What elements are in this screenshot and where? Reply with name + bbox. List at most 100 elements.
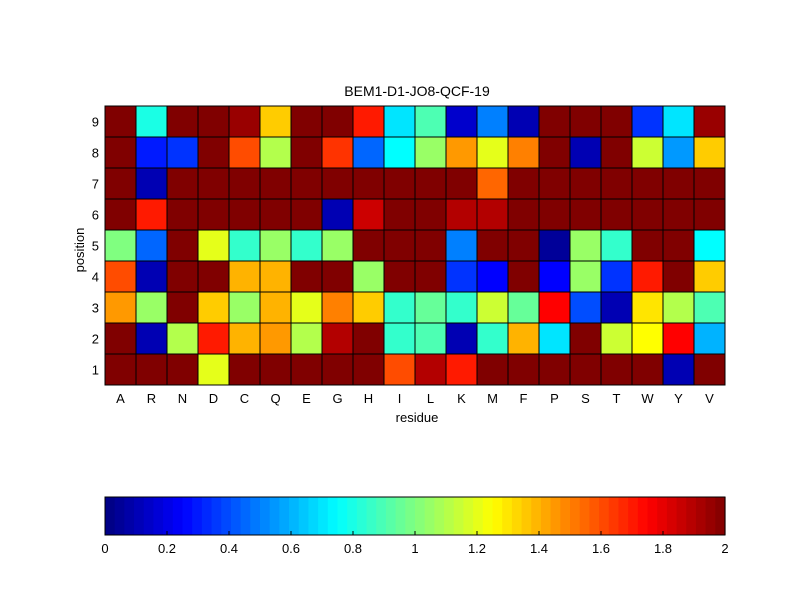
x-tick-T: T <box>613 391 621 406</box>
y-tick-7: 7 <box>92 177 99 192</box>
y-tick-2: 2 <box>92 332 99 347</box>
x-tick-A: A <box>116 391 125 406</box>
heatmap-cell-R-5 <box>135 229 168 262</box>
colorbar-segment <box>550 497 561 535</box>
heatmap-cell-N-7 <box>166 167 199 200</box>
heatmap-cell-F-3 <box>507 291 540 324</box>
heatmap-cell-H-8 <box>352 136 385 169</box>
heatmap-cell-M-2 <box>476 322 509 355</box>
heatmap-cell-Y-2 <box>662 322 695 355</box>
colorbar-segment <box>192 497 203 535</box>
heatmap-cell-E-3 <box>290 291 323 324</box>
heatmap-cell-V-6 <box>693 198 726 231</box>
heatmap-cell-A-1 <box>104 353 137 386</box>
colorbar-segment <box>695 497 707 535</box>
colorbar-segment <box>492 497 503 535</box>
y-tick-3: 3 <box>92 301 99 316</box>
heatmap-cell-L-8 <box>414 136 447 169</box>
x-tick-F: F <box>520 391 528 406</box>
colorbar-segment <box>579 497 590 535</box>
heatmap-cell-K-1 <box>445 353 478 386</box>
heatmap-cell-Y-9 <box>662 105 695 138</box>
heatmap-cell-L-1 <box>414 353 447 386</box>
colorbar-segment <box>230 497 242 535</box>
heatmap-cell-V-7 <box>693 167 726 200</box>
x-tick-R: R <box>147 391 156 406</box>
colorbar-segment <box>182 497 193 535</box>
heatmap-cell-F-1 <box>507 353 540 386</box>
heatmap-cell-L-2 <box>414 322 447 355</box>
colorbar-segment <box>211 497 222 535</box>
colorbar-segment <box>637 497 649 535</box>
colorbar-segment <box>599 497 610 535</box>
colorbar-segment <box>589 497 600 535</box>
colorbar-segment <box>511 497 523 535</box>
colorbar-tick-1.4: 1.4 <box>530 541 548 556</box>
heatmap-cell-F-2 <box>507 322 540 355</box>
colorbar-segment <box>473 497 484 535</box>
heatmap-cell-G-5 <box>321 229 354 262</box>
heatmap-cell-K-6 <box>445 198 478 231</box>
heatmap-cell-S-1 <box>569 353 602 386</box>
colorbar-tick-labels: 0 0.2 0.4 0.6 0.8 1 1.2 1.4 1.6 1.8 2 <box>101 541 728 556</box>
colorbar-segment <box>366 497 377 535</box>
heatmap-cell-Y-5 <box>662 229 695 262</box>
heatmap-cell-M-1 <box>476 353 509 386</box>
colorbar-tick-0: 0 <box>101 541 108 556</box>
colorbar-segment <box>308 497 319 535</box>
heatmap-cell-M-7 <box>476 167 509 200</box>
heatmap-cell-C-1 <box>228 353 261 386</box>
x-tick-C: C <box>240 391 249 406</box>
heatmap-cell-V-3 <box>693 291 726 324</box>
heatmap-cell-H-6 <box>352 198 385 231</box>
heatmap-cell-T-8 <box>600 136 633 169</box>
colorbar-segment <box>385 497 397 535</box>
colorbar-segment <box>424 497 435 535</box>
heatmap-cell-R-1 <box>135 353 168 386</box>
heatmap-cell-G-7 <box>321 167 354 200</box>
heatmap-cell-G-4 <box>321 260 354 293</box>
colorbar-segment <box>376 497 387 535</box>
heatmap-cell-N-4 <box>166 260 199 293</box>
colorbar-segment <box>356 497 368 535</box>
x-tick-L: L <box>427 391 434 406</box>
heatmap-cell-N-3 <box>166 291 199 324</box>
heatmap-cell-D-8 <box>197 136 230 169</box>
heatmap-cell-S-7 <box>569 167 602 200</box>
heatmap-cell-G-2 <box>321 322 354 355</box>
colorbar-segment <box>531 497 542 535</box>
heatmap-cell-P-1 <box>538 353 571 386</box>
heatmap-cell-Q-3 <box>259 291 292 324</box>
colorbar-segment <box>143 497 155 535</box>
heatmap-cell-D-5 <box>197 229 230 262</box>
colorbar-segment <box>347 497 358 535</box>
colorbar-tick-2: 2 <box>721 541 728 556</box>
heatmap-cell-S-9 <box>569 105 602 138</box>
heatmap-cell-R-2 <box>135 322 168 355</box>
heatmap-cell-H-9 <box>352 105 385 138</box>
x-tick-P: P <box>550 391 559 406</box>
heatmap-cell-W-9 <box>631 105 664 138</box>
heatmap-cell-E-9 <box>290 105 323 138</box>
heatmap-cell-S-3 <box>569 291 602 324</box>
colorbar-segment <box>240 497 251 535</box>
x-tick-K: K <box>457 391 466 406</box>
heatmap-cell-T-7 <box>600 167 633 200</box>
heatmap-cell-F-7 <box>507 167 540 200</box>
heatmap-cell-M-9 <box>476 105 509 138</box>
heatmap-cell-S-8 <box>569 136 602 169</box>
heatmap-cell-F-5 <box>507 229 540 262</box>
heatmap-cell-D-9 <box>197 105 230 138</box>
heatmap-cell-Y-3 <box>662 291 695 324</box>
colorbar-segment <box>134 497 145 535</box>
heatmap-cell-A-6 <box>104 198 137 231</box>
heatmap-cell-R-9 <box>135 105 168 138</box>
heatmap-cell-T-9 <box>600 105 633 138</box>
colorbar-segment <box>715 497 726 535</box>
colorbar-segment <box>705 497 716 535</box>
heatmap-cell-V-8 <box>693 136 726 169</box>
heatmap-cell-M-3 <box>476 291 509 324</box>
y-tick-1: 1 <box>92 363 99 378</box>
colorbar-segment <box>570 497 581 535</box>
